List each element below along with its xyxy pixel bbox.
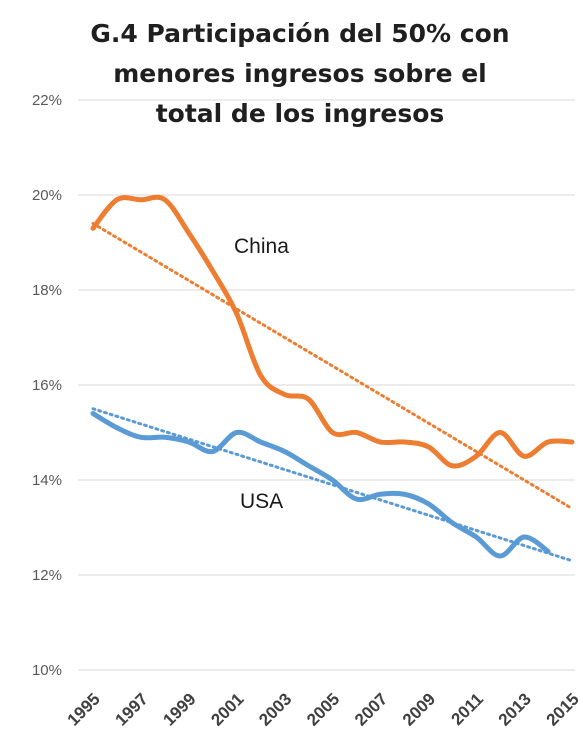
x-tick-label: 2009 (399, 689, 439, 729)
y-tick-label: 14% (32, 472, 62, 489)
series-line-china (90, 194, 575, 469)
series-label-usa: USA (240, 490, 283, 513)
x-tick-label: 2015 (543, 689, 580, 729)
series-label-china: China (234, 235, 289, 258)
x-tick-label: 2013 (495, 689, 535, 729)
y-tick-label: 16% (32, 377, 62, 394)
x-tick-label: 1999 (159, 689, 199, 729)
trendline-china (91, 222, 574, 510)
x-tick-label: 2005 (303, 689, 343, 729)
series-lines (90, 194, 575, 559)
x-axis-ticks: 1995 1997 1999 2001 2003 2005 2007 2009 2011 2013… (64, 689, 580, 729)
series-line-usa (90, 411, 551, 559)
title-line-2: menores ingresos sobre el (113, 59, 487, 88)
x-tick-label: 1997 (112, 689, 152, 729)
x-tick-label: 2001 (207, 689, 247, 729)
y-tick-label: 10% (32, 662, 62, 679)
y-tick-label: 20% (32, 187, 62, 204)
trendlines (91, 222, 574, 563)
y-tick-label: 22% (32, 92, 62, 109)
x-tick-label: 1995 (64, 689, 104, 729)
x-tick-label: 2003 (255, 689, 295, 729)
chart-title: G.4 Participación del 50% con menores in… (90, 19, 509, 128)
x-tick-label: 2007 (351, 689, 391, 729)
x-tick-label: 2011 (448, 689, 488, 729)
trendline-usa (91, 407, 574, 563)
title-line-1: G.4 Participación del 50% con (90, 19, 509, 48)
y-axis-ticks: 10% 12% 14% 16% 18% 20% 22% (32, 92, 62, 679)
title-line-3: total de los ingresos (156, 99, 445, 128)
y-tick-label: 18% (32, 282, 62, 299)
y-tick-label: 12% (32, 567, 62, 584)
gridlines (78, 99, 575, 671)
